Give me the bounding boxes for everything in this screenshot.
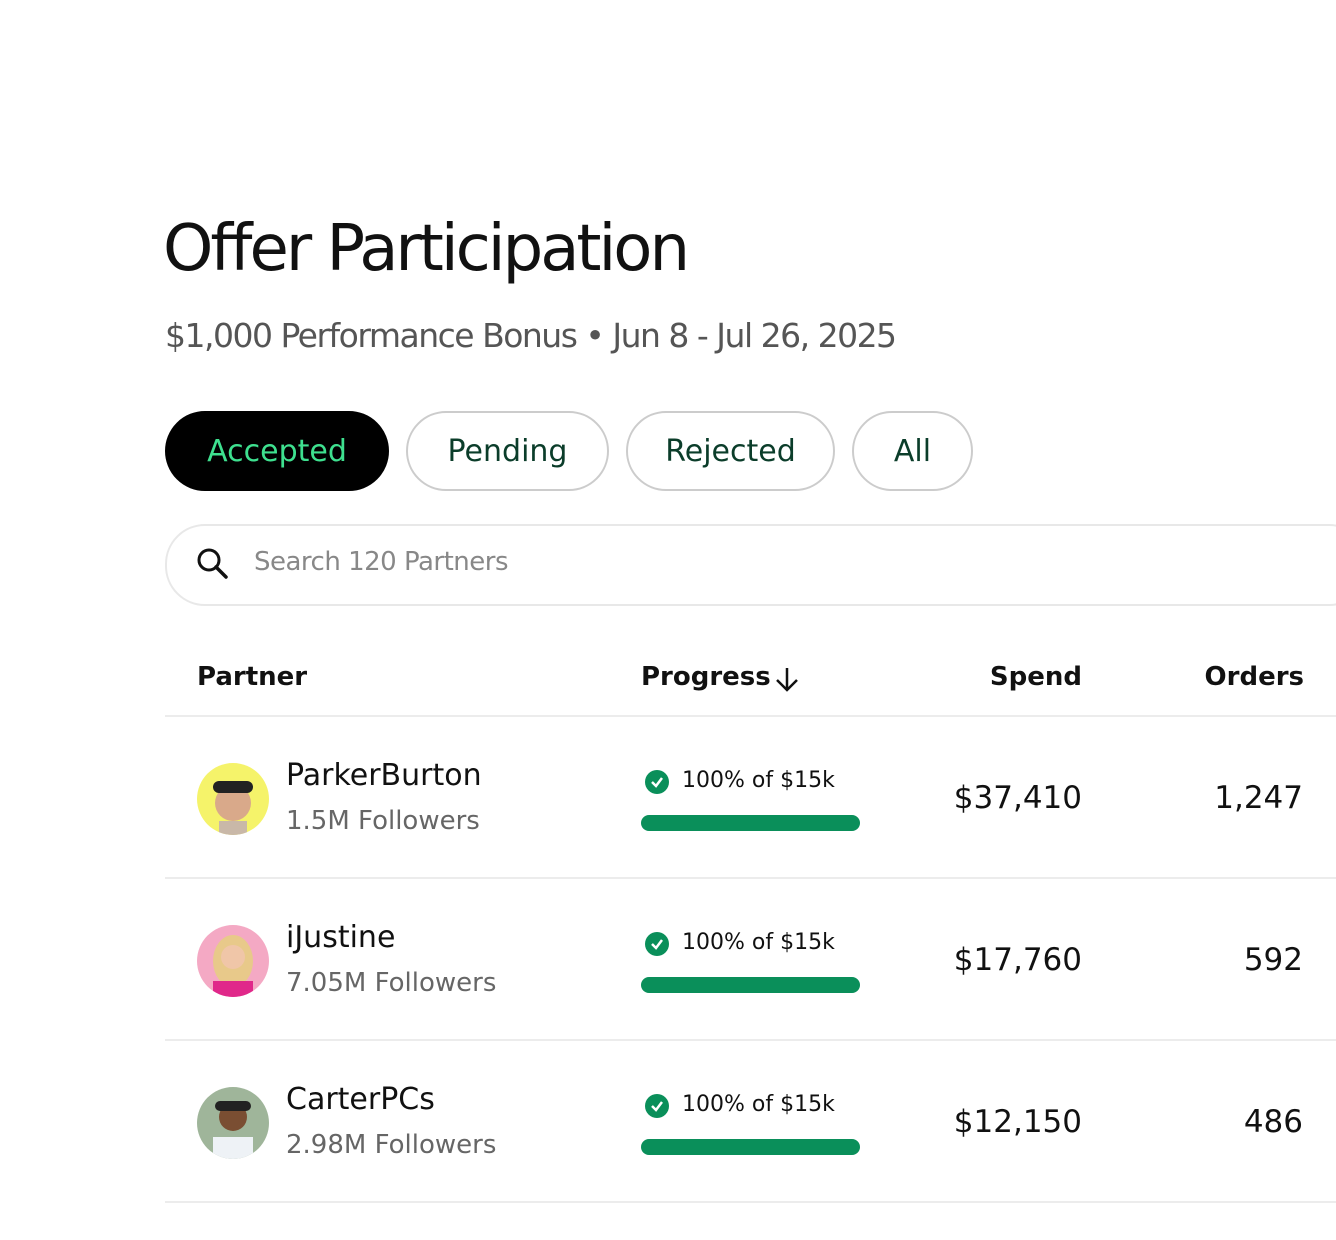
divider — [165, 877, 1336, 879]
page-title: Offer Participation — [163, 212, 690, 286]
tab-rejected[interactable]: Rejected — [626, 411, 835, 491]
spend: $37,410 — [953, 780, 1082, 816]
avatar — [197, 925, 269, 997]
divider — [165, 1039, 1336, 1041]
column-header[interactable]: Orders — [1204, 662, 1304, 692]
check-icon — [645, 1094, 669, 1118]
partner-name: ParkerBurton — [286, 758, 482, 793]
subtitle: $1,000 Performance Bonus • Jun 8 - Jul 2… — [165, 316, 897, 355]
partner-name: iJustine — [286, 920, 396, 955]
search-placeholder: Search 120 Partners — [254, 547, 509, 577]
column-header[interactable]: Progress — [641, 662, 771, 692]
tab-all[interactable]: All — [852, 411, 973, 491]
table-row[interactable]: iJustine 7.05M Followers 100% of $15k $1… — [0, 878, 1336, 1040]
avatar — [197, 1087, 269, 1159]
progress-label: 100% of $15k — [682, 1092, 835, 1117]
table-row[interactable]: CarterPCs 2.98M Followers 100% of $15k $… — [0, 1040, 1336, 1202]
sort-arrow — [776, 668, 798, 692]
progress-bar — [641, 977, 860, 993]
avatar — [197, 763, 269, 835]
orders: 486 — [1243, 1104, 1303, 1140]
tab-pending[interactable]: Pending — [406, 411, 609, 491]
partner-name: CarterPCs — [286, 1082, 435, 1117]
spend: $17,760 — [953, 942, 1082, 978]
followers: 7.05M Followers — [286, 968, 497, 998]
followers: 2.98M Followers — [286, 1130, 497, 1160]
check-icon — [645, 932, 669, 956]
tab-accepted[interactable]: Accepted — [165, 411, 389, 491]
search-box[interactable] — [165, 524, 1336, 606]
divider — [165, 1201, 1336, 1203]
table-row[interactable]: ParkerBurton 1.5M Followers 100% of $15k… — [0, 716, 1336, 878]
progress-label: 100% of $15k — [682, 930, 835, 955]
divider — [165, 715, 1336, 717]
orders: 592 — [1243, 942, 1303, 978]
column-header[interactable]: Spend — [989, 662, 1082, 692]
search-icon — [197, 548, 228, 579]
check-icon — [645, 770, 669, 794]
spend: $12,150 — [953, 1104, 1082, 1140]
followers: 1.5M Followers — [286, 806, 480, 836]
column-header[interactable]: Partner — [197, 662, 308, 692]
progress-label: 100% of $15k — [682, 768, 835, 793]
progress-bar — [641, 815, 860, 831]
orders: 1,247 — [1214, 780, 1303, 816]
progress-bar — [641, 1139, 860, 1155]
